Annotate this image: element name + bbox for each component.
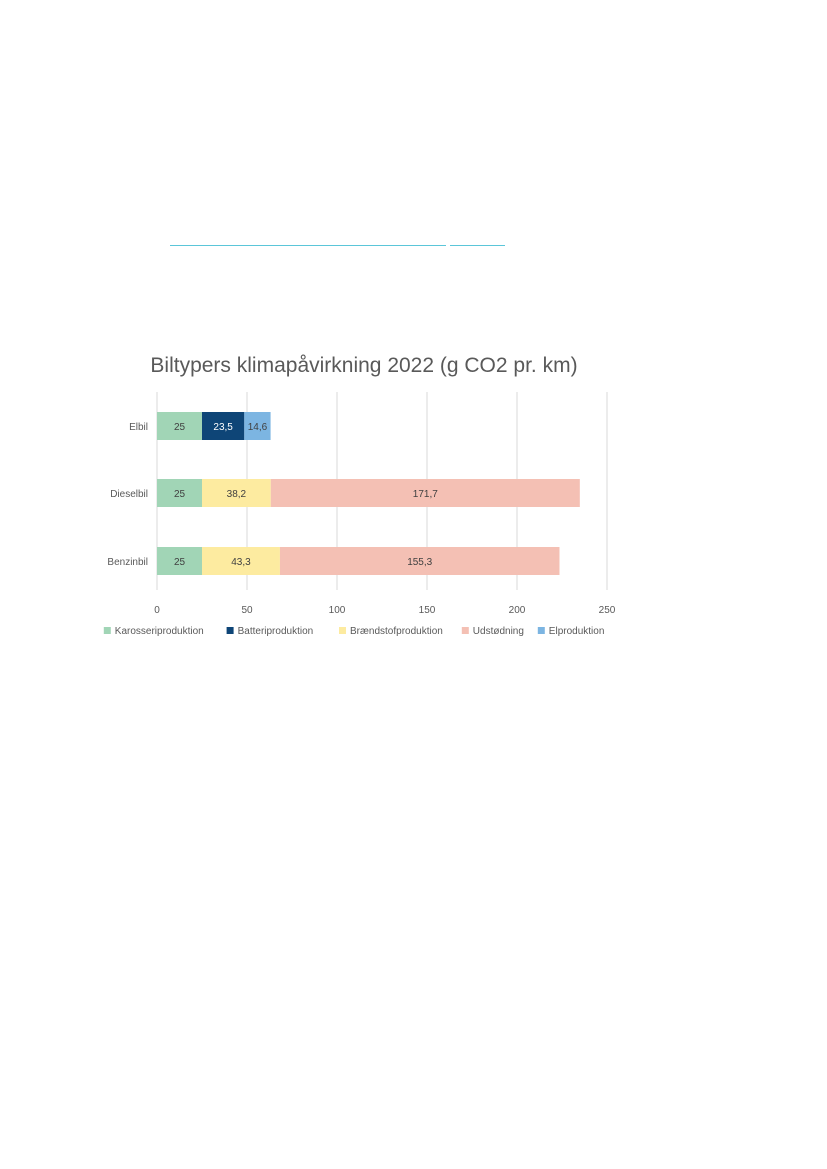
bar-segment [270,479,580,507]
stacked-bar-chart: Biltypers klimapåvirkning 2022 (g CO2 pr… [103,354,616,637]
bar-segment [202,547,280,575]
data-label: 38,2 [227,489,247,500]
data-label: 25 [174,422,186,433]
category-label: Benzinbil [107,557,148,568]
data-label: 171,7 [413,489,438,500]
data-label: 155,3 [407,557,432,568]
chart-title: Biltypers klimapåvirkning 2022 (g CO2 pr… [150,354,577,377]
category-label: Elbil [129,422,148,433]
category-label: Dieselbil [110,489,148,500]
legend: Karosseriproduktion Batteriproduktion Bræn… [103,626,605,637]
legend-label: Brændstofproduktion [350,626,443,637]
x-tick-label: 250 [599,605,616,616]
data-label: 25 [174,557,186,568]
bar-segment [157,412,202,440]
legend-label: Karosseriproduktion [115,626,204,637]
legend-swatch [103,627,111,634]
legend-swatch [226,627,234,634]
legend-label: Batteriproduktion [238,626,314,637]
header-rule-gap [446,244,450,247]
x-tick-labels: 0 50 100 150 200 250 [154,605,616,616]
category-labels: Elbil Dieselbil Benzinbil [107,422,148,568]
bar-segment [279,547,560,575]
bar-segment [244,412,271,440]
bar-segment [157,547,202,575]
data-label: 25 [174,489,186,500]
legend-swatch [339,627,346,634]
legend-swatch [461,627,469,634]
bar-segment [202,479,271,507]
bar-segment [202,412,245,440]
data-label: 43,3 [231,557,251,568]
legend-label: Elproduktion [549,626,605,637]
bars: 25 23,5 14,6 25 38,2 171,7 25 43,3 155,3 [157,412,580,575]
x-tick-label: 150 [419,605,436,616]
header-rule [170,245,505,246]
x-tick-label: 50 [241,605,253,616]
x-tick-label: 0 [154,605,160,616]
data-label: 14,6 [248,422,268,433]
x-tick-label: 200 [509,605,526,616]
legend-swatch [537,627,545,634]
legend-label: Udstødning [473,626,524,637]
bar-segment [157,479,202,507]
x-tick-label: 100 [329,605,346,616]
data-label: 23,5 [213,422,233,433]
